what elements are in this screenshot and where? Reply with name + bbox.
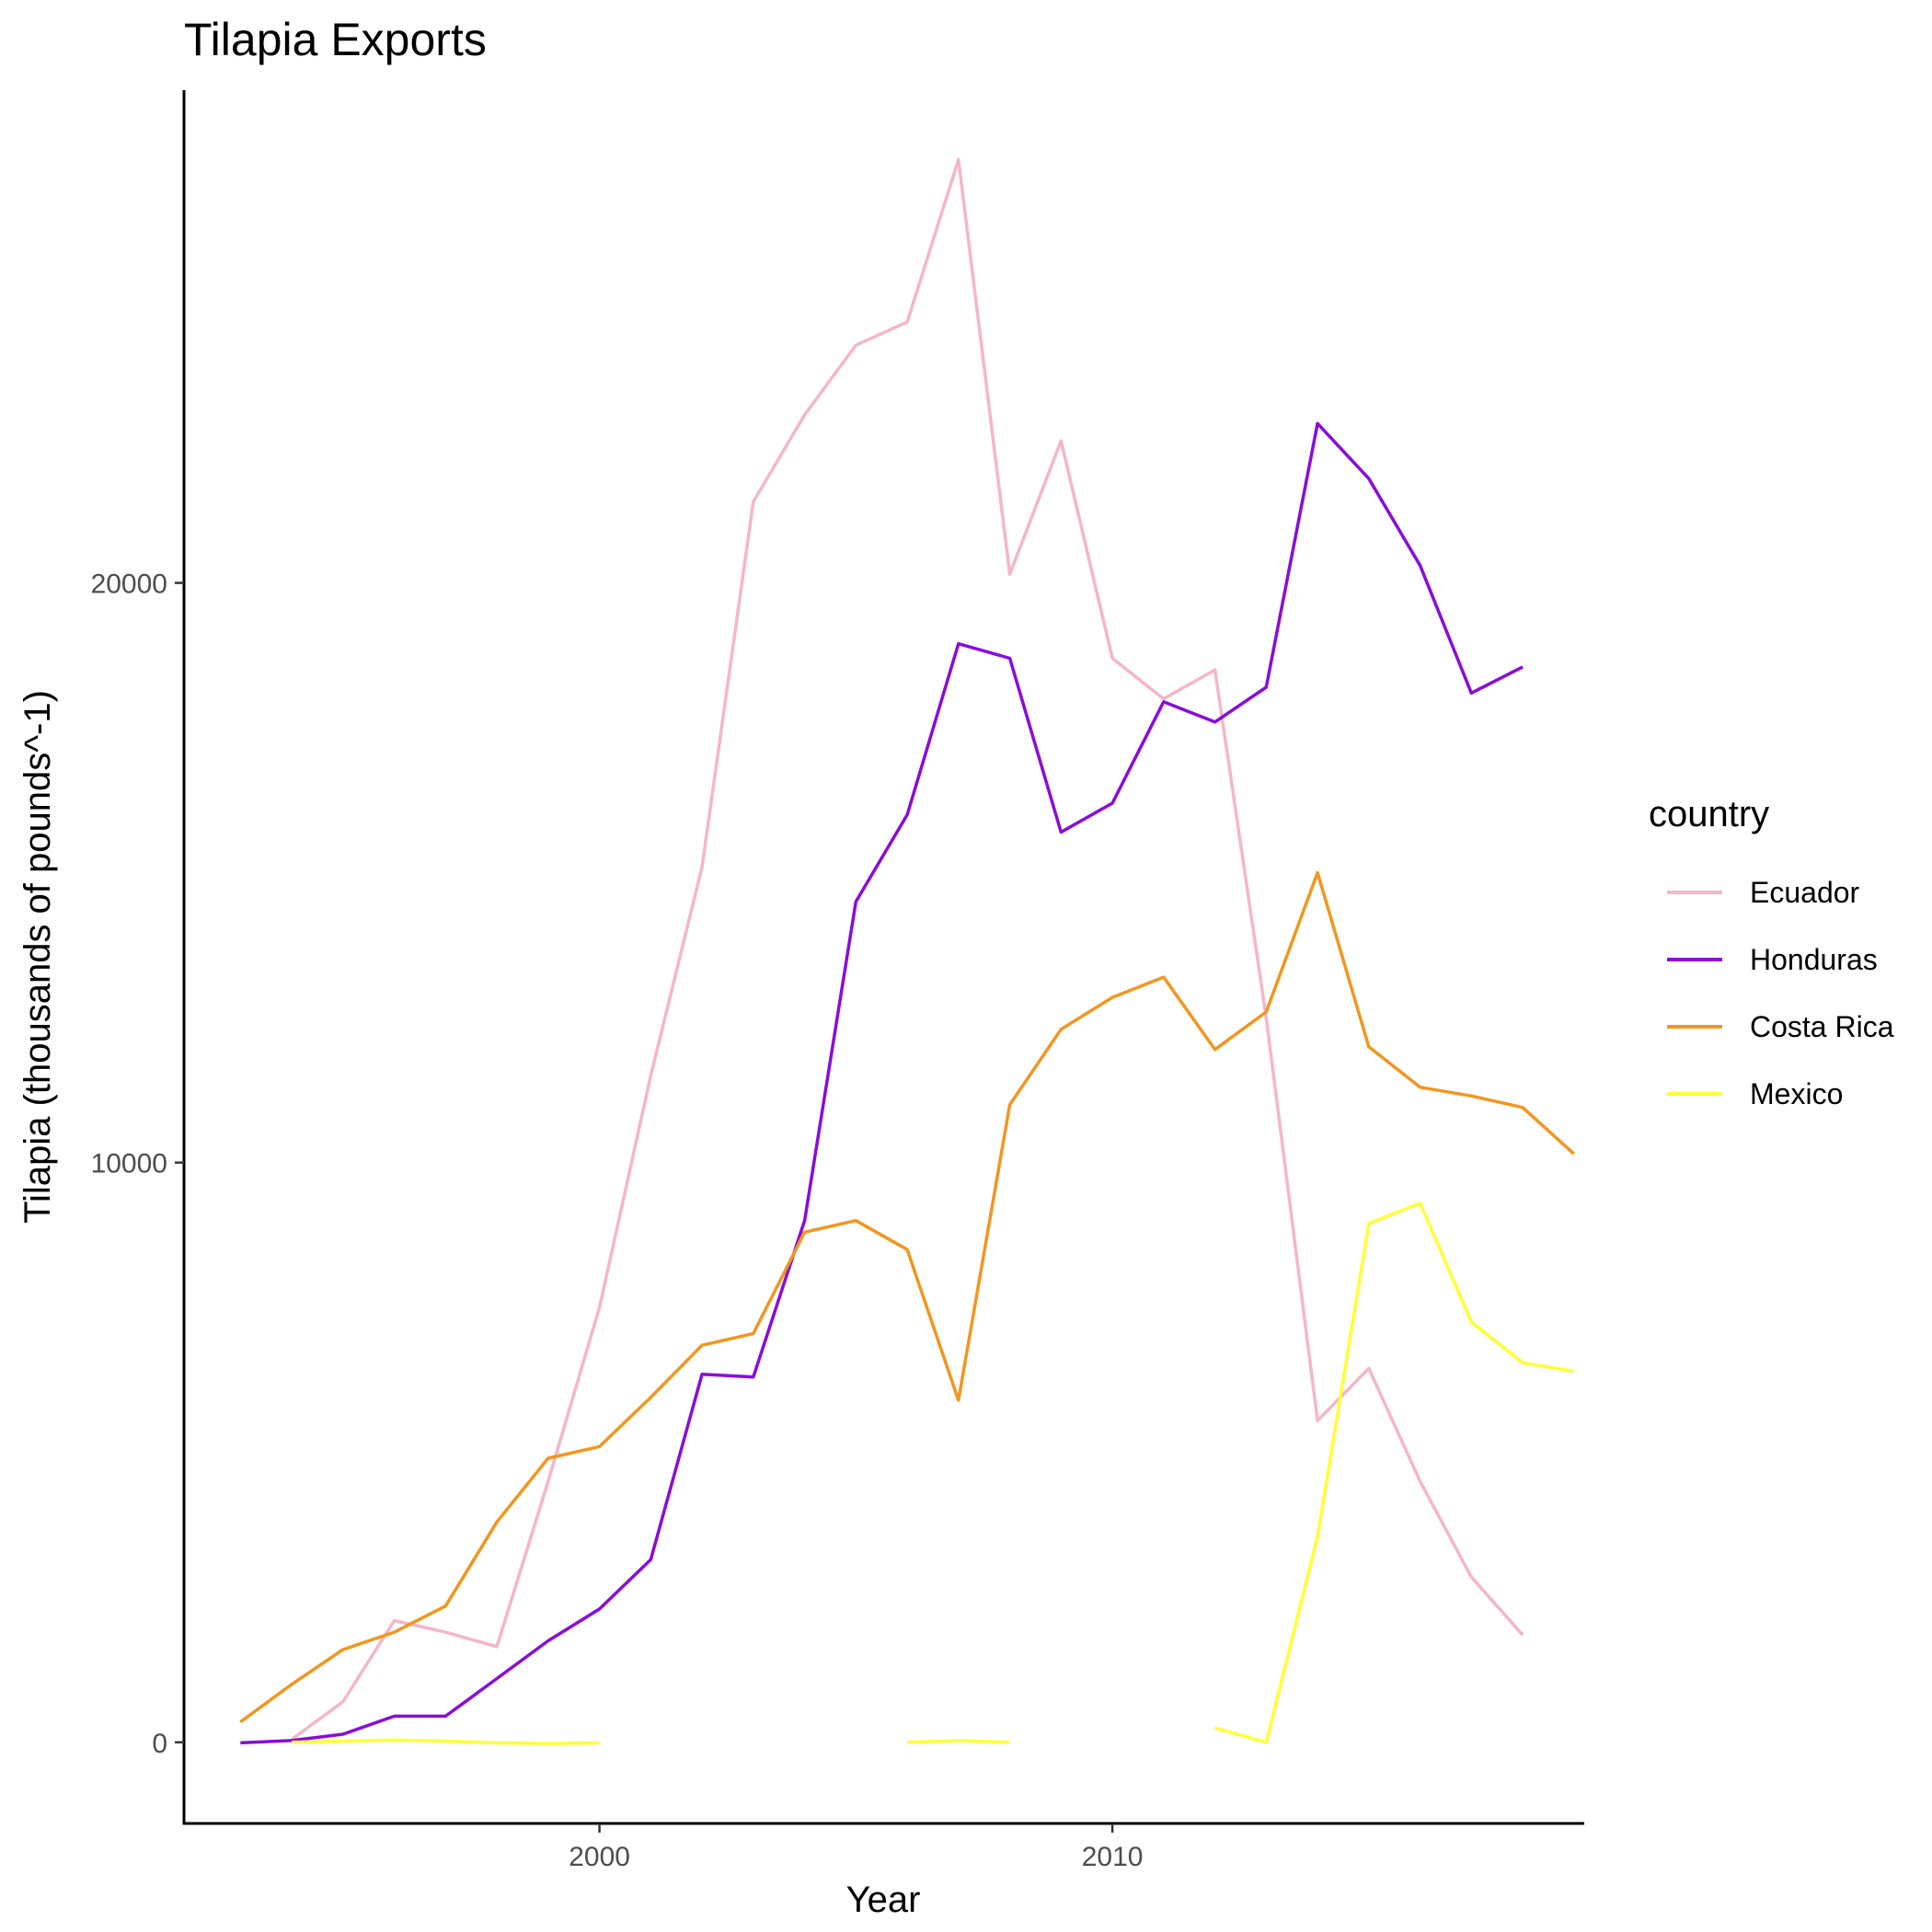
x-tick-label-2010: 2010 bbox=[1082, 1842, 1144, 1872]
y-tick-label-20000: 20000 bbox=[91, 569, 167, 600]
series-line-mexico-1 bbox=[292, 1738, 600, 1745]
legend: country Ecuador Honduras Costa Rica Mexico bbox=[1649, 794, 1894, 1110]
series-line-mexico-2 bbox=[907, 1739, 1010, 1744]
series-line-honduras bbox=[240, 421, 1524, 1745]
series-line-mexico-3 bbox=[1214, 1202, 1575, 1744]
x-axis-ticks: 2000 2010 bbox=[569, 1823, 1143, 1872]
series-line-ecuador bbox=[291, 157, 1524, 1742]
y-axis-title: Tilapia (thousands of pounds^-1) bbox=[17, 690, 58, 1224]
y-axis-ticks: 0 10000 20000 bbox=[91, 569, 184, 1759]
legend-title: country bbox=[1649, 794, 1769, 834]
legend-label-ecuador: Ecuador bbox=[1750, 876, 1860, 909]
chart-title: Tilapia Exports bbox=[184, 14, 487, 65]
x-axis-title: Year bbox=[846, 1880, 921, 1920]
legend-label-honduras: Honduras bbox=[1750, 943, 1878, 976]
plot-area bbox=[239, 157, 1575, 1745]
series-line-costa-rica bbox=[239, 870, 1575, 1724]
y-tick-label-10000: 10000 bbox=[91, 1149, 167, 1179]
legend-label-costa-rica: Costa Rica bbox=[1750, 1010, 1894, 1043]
legend-label-mexico: Mexico bbox=[1750, 1077, 1843, 1110]
x-tick-label-2000: 2000 bbox=[569, 1842, 630, 1872]
y-tick-label-0: 0 bbox=[152, 1729, 167, 1759]
